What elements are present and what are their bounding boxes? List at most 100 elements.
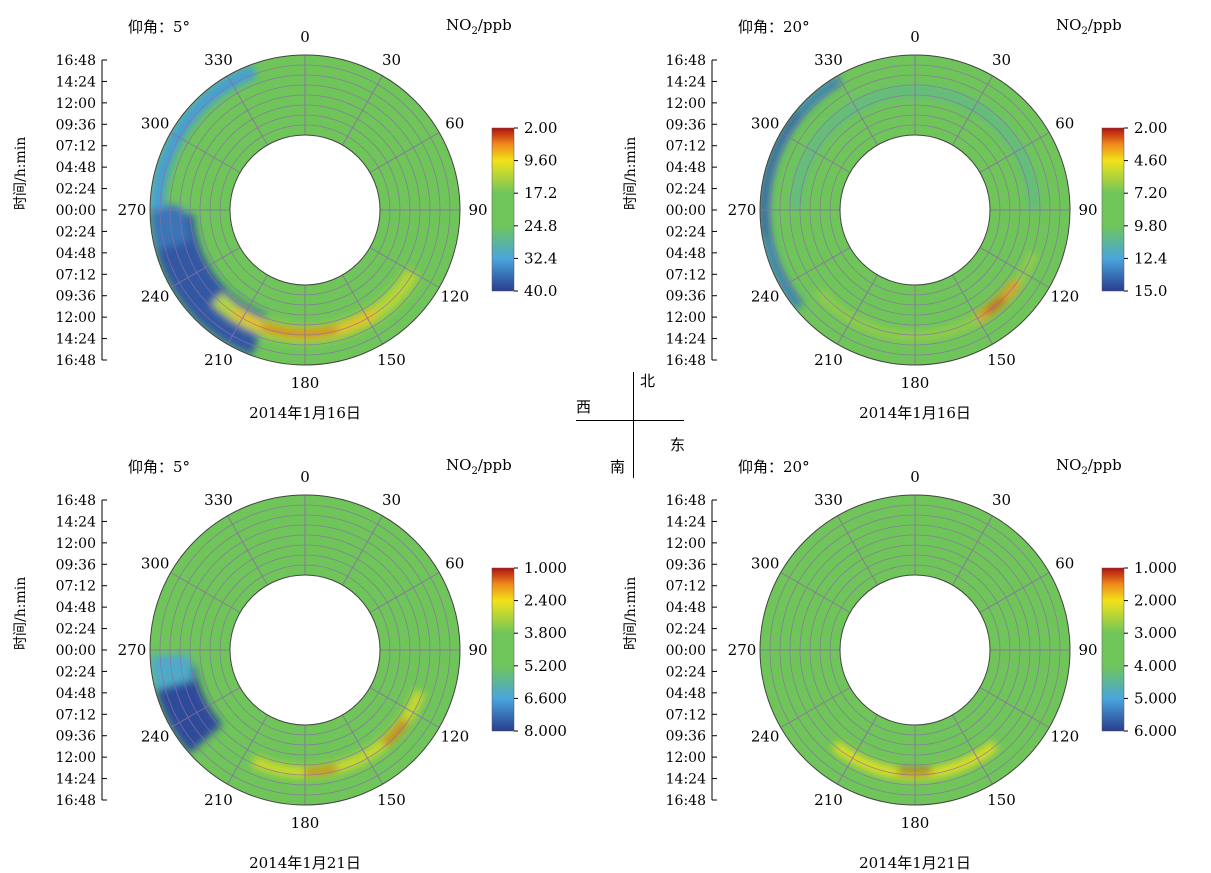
compass-vertical-line (633, 372, 634, 478)
colorbar-tick-label: 3.800 (524, 624, 567, 642)
colorbar-tick-label: 9.80 (1134, 217, 1167, 235)
colorbar-tick-label: 4.60 (1134, 152, 1167, 170)
azimuth-tick-label: 300 (751, 555, 780, 573)
azimuth-tick-label: 210 (204, 791, 233, 809)
time-tick-label: 00:00 (666, 203, 706, 219)
azimuth-gridline (837, 75, 878, 146)
compass-west: 西 (576, 398, 592, 416)
azimuth-tick-label: 210 (814, 351, 843, 369)
concentration-region-2 (760, 110, 801, 237)
time-tick-label: 09:36 (56, 289, 96, 305)
azimuth-tick-label: 90 (468, 201, 487, 219)
date-label: 2014年1月16日 (249, 404, 361, 422)
azimuth-tick-label: 30 (382, 51, 401, 69)
compass-east: 东 (670, 436, 686, 454)
time-tick-label: 12:00 (56, 96, 96, 112)
azimuth-tick-label: 0 (910, 468, 920, 486)
time-tick-label: 02:24 (56, 224, 96, 240)
azimuth-tick-label: 120 (1051, 288, 1080, 306)
time-tick-label: 07:12 (56, 139, 96, 155)
azimuth-tick-label: 60 (1055, 115, 1074, 133)
time-tick-label: 09:36 (666, 117, 706, 133)
azimuth-gridline (780, 247, 851, 288)
azimuth-tick-label: 180 (291, 814, 320, 832)
time-tick-label: 02:24 (56, 622, 96, 638)
time-tick-label: 00:00 (56, 203, 96, 219)
azimuth-tick-label: 240 (751, 288, 780, 306)
azimuth-tick-label: 0 (300, 28, 310, 46)
azimuth-tick-label: 60 (445, 555, 464, 573)
time-tick-label: 16:48 (56, 493, 96, 509)
outer-ring (149, 494, 461, 806)
azimuth-tick-label: 120 (441, 728, 470, 746)
date-label: 2014年1月21日 (859, 854, 971, 872)
azimuth-tick-label: 30 (992, 51, 1011, 69)
azimuth-gridline (952, 714, 993, 785)
elevation-label: 仰角：5° (128, 18, 191, 36)
time-tick-label: 04:48 (56, 160, 96, 176)
time-tick-label: 04:48 (666, 160, 706, 176)
colorbar-tick-label: 8.000 (524, 722, 567, 740)
time-tick-label: 04:48 (56, 686, 96, 702)
time-tick-label: 14:24 (666, 332, 706, 348)
azimuth-tick-label: 150 (987, 351, 1016, 369)
azimuth-tick-label: 150 (377, 351, 406, 369)
azimuth-gridline (342, 714, 383, 785)
unit-label: NO2/ppb (1056, 456, 1122, 477)
time-tick-label: 16:48 (56, 53, 96, 69)
colorbar (1101, 567, 1125, 732)
concentration-region-4 (180, 85, 305, 210)
chart-panel-1: 仰角：5° NO2/ppb 时间/h:min 0 30 60 90 120 150 180 2… (0, 0, 600, 430)
time-tick-label: 16:48 (56, 353, 96, 369)
compass-rose: 北 西 东 南 (570, 368, 690, 478)
colorbar-tick-label: 32.4 (524, 249, 557, 267)
azimuth-tick-label: 330 (814, 51, 843, 69)
azimuth-gridline (369, 247, 440, 288)
time-tick-label: 14:24 (666, 74, 706, 90)
azimuth-gridline (952, 75, 993, 146)
colorbar-tick-label: 17.2 (524, 184, 557, 202)
time-tick-label: 07:12 (666, 707, 706, 723)
azimuth-tick-label: 300 (141, 115, 170, 133)
compass-south: 南 (610, 458, 626, 476)
time-tick-label: 09:36 (666, 289, 706, 305)
azimuth-tick-label: 150 (377, 791, 406, 809)
time-tick-label: 07:12 (56, 267, 96, 283)
time-tick-label: 07:12 (56, 579, 96, 595)
time-tick-label: 09:36 (56, 557, 96, 573)
unit-text: NO2/ppb (1056, 456, 1122, 477)
azimuth-tick-label: 60 (445, 115, 464, 133)
concentration-region-4 (382, 718, 409, 747)
chart-panel-2: 仰角：20° NO2/ppb 时间/h:min 0 30 60 90 120 150 180… (610, 0, 1210, 430)
polar-heatmap: 0 30 60 90 120 150 180 210 240 270 300 330 16:48 14:2… (666, 28, 1168, 392)
azimuth-gridline (780, 687, 851, 728)
time-tick-label: 14:24 (56, 514, 96, 530)
time-tick-label: 16:48 (56, 793, 96, 809)
colorbar-tick-label: 9.60 (524, 152, 557, 170)
concentration-region-5 (305, 87, 428, 210)
azimuth-gridline (369, 132, 440, 173)
azimuth-tick-label: 270 (728, 201, 757, 219)
colorbar-tick-label: 6.600 (524, 689, 567, 707)
time-tick-label: 14:24 (56, 74, 96, 90)
azimuth-gridline (342, 75, 383, 146)
time-tick-label: 12:00 (56, 750, 96, 766)
concentration-region-0 (151, 665, 223, 754)
time-tick-label: 02:24 (666, 622, 706, 638)
time-tick-label: 16:48 (666, 53, 706, 69)
time-tick-label: 07:12 (666, 579, 706, 595)
inner-ring (229, 574, 381, 726)
time-tick-label: 12:00 (56, 310, 96, 326)
azimuth-tick-label: 0 (910, 28, 920, 46)
azimuth-tick-label: 210 (204, 351, 233, 369)
azimuth-gridline (837, 274, 878, 345)
concentration-region-0 (780, 495, 1050, 579)
colorbar-tick-label: 1.000 (1134, 559, 1177, 577)
azimuth-tick-label: 330 (814, 491, 843, 509)
azimuth-gridline (780, 132, 851, 173)
colorbar-tick-label: 2.000 (1134, 592, 1177, 610)
azimuth-gridline (227, 714, 268, 785)
azimuth-gridline (979, 572, 1050, 613)
time-tick-label: 16:48 (666, 353, 706, 369)
time-tick-label: 09:36 (56, 729, 96, 745)
